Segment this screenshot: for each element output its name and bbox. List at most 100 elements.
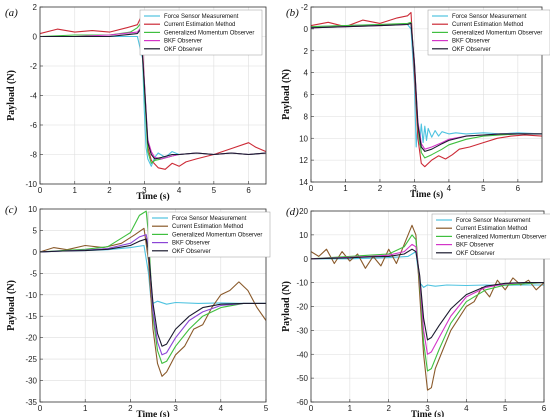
x-tick-label: 1 [83,404,88,413]
x-tick-label: 1 [73,186,78,195]
legend-label: BKF Observer [164,39,202,45]
x-axis-label: Time (s) [136,409,169,417]
series-line-5 [40,238,266,347]
x-axis-label: Time (s) [411,409,444,417]
y-tick-label: 2 [33,3,38,12]
y-tick-label: -50 [296,374,308,383]
x-tick-label: 3 [173,404,178,413]
legend-box [427,9,550,56]
y-tick-label: -40 [296,350,308,359]
y-tick-label: -35 [25,398,37,407]
series-line-3 [40,210,266,364]
legend-label: BKF Observer [456,243,494,249]
y-tick-label: 0 [33,248,38,257]
legend: Force Sensor Measurement Current Estimati… [147,211,271,258]
legend-label: OKF Observer [452,47,491,53]
y-tick-label: -15 [25,312,37,321]
x-tick-label: 5 [503,404,508,413]
panel-label: (d) [286,206,299,218]
series-group [40,210,266,377]
series-line-3 [311,21,542,159]
y-tick-label: -30 [296,326,308,335]
panel-label: (b) [286,7,299,19]
legend-box [139,9,263,56]
y-tick-label: -2 [301,3,309,12]
y-tick-label: 10 [28,205,37,214]
series-line-5 [311,22,542,152]
legend-label: Current Estimation Method [452,22,523,28]
y-tick-label: 2 [304,47,309,56]
x-tick-label: 6 [542,404,547,413]
series-line-5 [40,28,266,160]
series-line-2 [40,16,266,170]
x-tick-label: 6 [516,184,521,193]
x-tick-label: 4 [464,404,469,413]
y-tick-label: -5 [30,269,38,278]
x-tick-label: 5 [264,404,269,413]
y-tick-label: -2 [30,62,38,71]
x-tick-label: 1 [343,184,348,193]
y-tick-label: -60 [296,398,308,407]
legend-label: Force Sensor Measurement [172,216,247,222]
y-axis-label: Payload (N) [6,280,17,331]
legend-label: Generalized Momentum Observer [452,30,542,36]
y-tick-label: 4 [304,69,309,78]
y-tick-label: 5 [33,226,38,235]
series-line-3 [311,234,544,372]
y-tick-label: 0 [304,255,309,264]
series-group [311,11,542,168]
legend-label: Current Estimation Method [456,226,527,232]
x-tick-label: 6 [246,186,251,195]
legend-label: BKF Observer [172,241,210,247]
legend-label: Current Estimation Method [172,224,243,230]
legend-label: Force Sensor Measurement [456,218,531,224]
series-line-2 [311,11,542,168]
legend: Force Sensor Measurement Current Estimati… [427,9,550,56]
series-line-5 [311,248,544,341]
y-tick-label: -10 [296,279,308,288]
legend-label: Force Sensor Measurement [164,14,239,20]
y-tick-label: -8 [30,151,38,160]
y-tick-label: 10 [299,134,308,143]
y-tick-label: -25 [25,355,37,364]
panel-label: (c) [5,204,18,216]
y-tick-label: -20 [25,334,37,343]
legend: Force Sensor Measurement Current Estimati… [431,213,550,260]
legend-label: OKF Observer [164,47,203,53]
legend: Force Sensor Measurement Current Estimati… [139,9,263,56]
x-tick-label: 0 [38,404,43,413]
y-tick-label: 8 [304,112,309,121]
x-tick-label: 4 [447,184,452,193]
x-tick-label: 0 [309,404,314,413]
y-tick-label: 12 [299,156,308,165]
x-tick-label: 4 [219,404,224,413]
y-tick-label: -10 [25,180,37,189]
x-tick-label: 2 [386,404,391,413]
x-tick-label: 2 [128,404,133,413]
x-axis-label: Time (s) [136,191,169,202]
y-tick-label: 20 [299,207,308,216]
y-tick-label: 14 [299,178,308,187]
legend-label: Generalized Momentum Observer [456,234,546,240]
legend-label: Generalized Momentum Observer [172,232,262,238]
legend-box [147,211,271,258]
axes-frame [39,208,267,403]
x-tick-label: 5 [212,186,217,195]
y-tick-label: -10 [25,291,37,300]
y-tick-label: 0 [33,33,38,42]
legend-label: Force Sensor Measurement [452,14,527,20]
x-tick-label: 0 [38,186,43,195]
legend-label: Current Estimation Method [164,22,235,28]
x-tick-label: 4 [177,186,182,195]
x-tick-label: 5 [481,184,486,193]
series-group [40,16,266,170]
chart-panel-a: 0 1 2 3 4 5 6 2 0 -2 -4 -6 -8 -10 Time (s) Payload (N) (… [5,3,267,202]
y-tick-label: 10 [299,231,308,240]
x-tick-label: 3 [142,186,147,195]
legend-label: Generalized Momentum Observer [164,30,254,36]
y-tick-label: -20 [296,303,308,312]
chart-panel-d: 0 1 2 3 4 5 6 20 10 0 -10 -20 -30 -40 -50 -60 Time (s) Pa… [281,206,550,417]
y-axis-label: Payload (N) [281,281,292,332]
